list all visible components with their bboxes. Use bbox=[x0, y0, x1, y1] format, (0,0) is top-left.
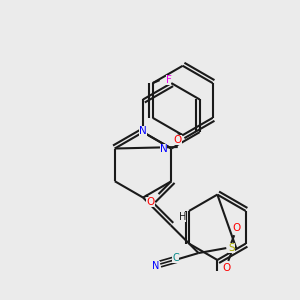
Text: O: O bbox=[146, 197, 155, 207]
Text: N: N bbox=[139, 126, 147, 136]
Text: F: F bbox=[166, 75, 172, 85]
Text: C: C bbox=[172, 253, 179, 263]
Text: S: S bbox=[228, 243, 235, 253]
Text: H: H bbox=[179, 212, 186, 222]
Text: O: O bbox=[222, 263, 230, 273]
Text: N: N bbox=[160, 143, 167, 154]
Text: O: O bbox=[232, 223, 240, 233]
Text: N: N bbox=[152, 261, 160, 271]
Text: O: O bbox=[174, 135, 182, 145]
